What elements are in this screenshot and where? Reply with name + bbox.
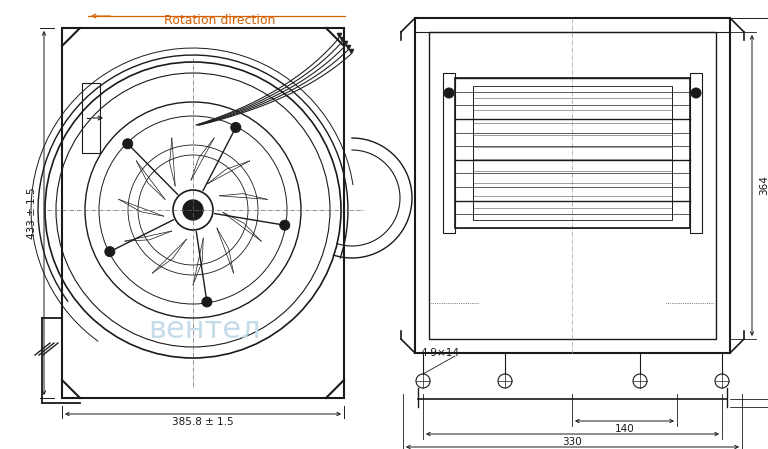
Text: Rotation direction: Rotation direction: [164, 14, 276, 27]
Text: 4-9×14: 4-9×14: [420, 348, 459, 358]
Bar: [415, 18, 730, 353]
Text: 385.8 ± 1.5: 385.8 ± 1.5: [172, 417, 233, 427]
Circle shape: [123, 139, 133, 149]
Text: 330: 330: [563, 437, 582, 447]
Text: 433 ± 1.5: 433 ± 1.5: [27, 187, 37, 239]
Text: вентел: вентел: [149, 316, 261, 344]
Bar: [455, 78, 690, 228]
Circle shape: [105, 247, 115, 257]
Circle shape: [231, 123, 241, 132]
Circle shape: [444, 88, 454, 98]
Bar: [690, 73, 702, 233]
Text: 364: 364: [759, 176, 768, 195]
Circle shape: [280, 220, 290, 230]
Bar: [62, 28, 344, 398]
Circle shape: [183, 200, 203, 220]
Bar: [429, 32, 716, 339]
Text: 140: 140: [614, 424, 634, 434]
Bar: [443, 73, 455, 233]
Circle shape: [691, 88, 701, 98]
Circle shape: [202, 297, 212, 307]
Bar: [82, 83, 100, 153]
Bar: [473, 86, 672, 220]
